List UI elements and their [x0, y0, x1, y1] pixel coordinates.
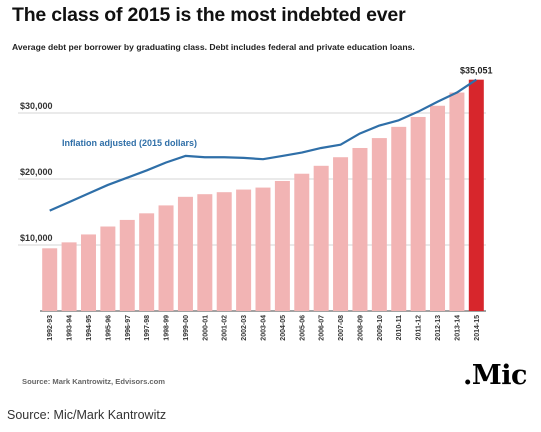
bar: [42, 248, 58, 311]
y-tick-label: $10,000: [20, 233, 53, 243]
x-tick-label: 2007-08: [338, 315, 345, 341]
x-tick-label: 1994-95: [86, 315, 93, 341]
x-tick-label: 2011-12: [416, 315, 423, 340]
x-tick-label: 2013-14: [454, 315, 461, 341]
x-tick-label: 1998-99: [164, 315, 171, 341]
bar: [333, 157, 349, 311]
bar: [313, 165, 329, 311]
x-tick-label: 2002-03: [241, 315, 248, 341]
x-tick-label: 2014-15: [474, 315, 481, 341]
bar: [139, 213, 155, 311]
bar-layer: [42, 79, 484, 312]
bar: [468, 79, 484, 312]
bar: [100, 226, 116, 311]
x-tick-label: 2000-01: [202, 315, 209, 341]
bar: [371, 138, 387, 311]
bar: [80, 234, 96, 311]
chart-card: The class of 2015 is the most indebted e…: [12, 4, 528, 391]
bar: [391, 126, 407, 311]
inflation-line: [49, 78, 477, 212]
x-tick-label: 2006-07: [319, 315, 326, 341]
y-tick-label: $30,000: [20, 101, 53, 111]
bar: [352, 147, 368, 311]
bar: [216, 192, 232, 311]
bar: [255, 187, 271, 311]
x-tick-label: 2012-13: [435, 315, 442, 341]
x-tick-label: 1992-93: [47, 315, 54, 341]
bar: [430, 105, 446, 312]
label-layer: $10,000 $20,000 $30,000 1992-93 1993-94 1994-…: [20, 66, 493, 341]
x-tick-label: 1999-00: [183, 315, 190, 341]
x-tick-label: 1993-94: [67, 315, 74, 341]
bar: [158, 205, 174, 311]
bar: [236, 189, 252, 311]
x-tick-label: 2010-11: [396, 315, 403, 340]
line-layer: [49, 78, 477, 212]
x-tick-label: 2009-10: [377, 315, 384, 341]
source-note: Source: Mark Kantrowitz, Edvisors.com: [22, 377, 166, 386]
bar: [177, 196, 193, 311]
bar: [410, 116, 426, 312]
x-tick-label: 1997-98: [144, 315, 151, 341]
x-tick-label: 2008-09: [357, 315, 364, 341]
chart-title: The class of 2015 is the most indebted e…: [12, 4, 406, 26]
value-annotation: $35,051: [460, 66, 493, 76]
x-tick-label: 2004-05: [280, 315, 287, 341]
bar: [294, 173, 310, 311]
bar: [274, 180, 290, 311]
image-caption: Source: Mic/Mark Kantrowitz: [7, 408, 167, 422]
x-tick-label: 1996-97: [125, 315, 132, 341]
bar: [119, 219, 135, 311]
line-series-label: Inflation adjusted (2015 dollars): [62, 138, 197, 148]
mic-logo: .Mic: [463, 360, 527, 391]
bar-chart: $10,000 $20,000 $30,000 1992-93 1993-94 1994-…: [18, 66, 493, 341]
chart-subtitle: Average debt per borrower by graduating …: [12, 42, 415, 52]
y-tick-label: $20,000: [20, 167, 53, 177]
bar: [61, 242, 77, 311]
bar: [197, 194, 213, 311]
bar: [449, 92, 465, 311]
x-tick-label: 2001-02: [222, 315, 229, 341]
x-tick-label: 2003-04: [261, 315, 268, 341]
x-tick-label: 1995-96: [105, 315, 112, 341]
x-tick-label: 2005-06: [299, 315, 306, 341]
